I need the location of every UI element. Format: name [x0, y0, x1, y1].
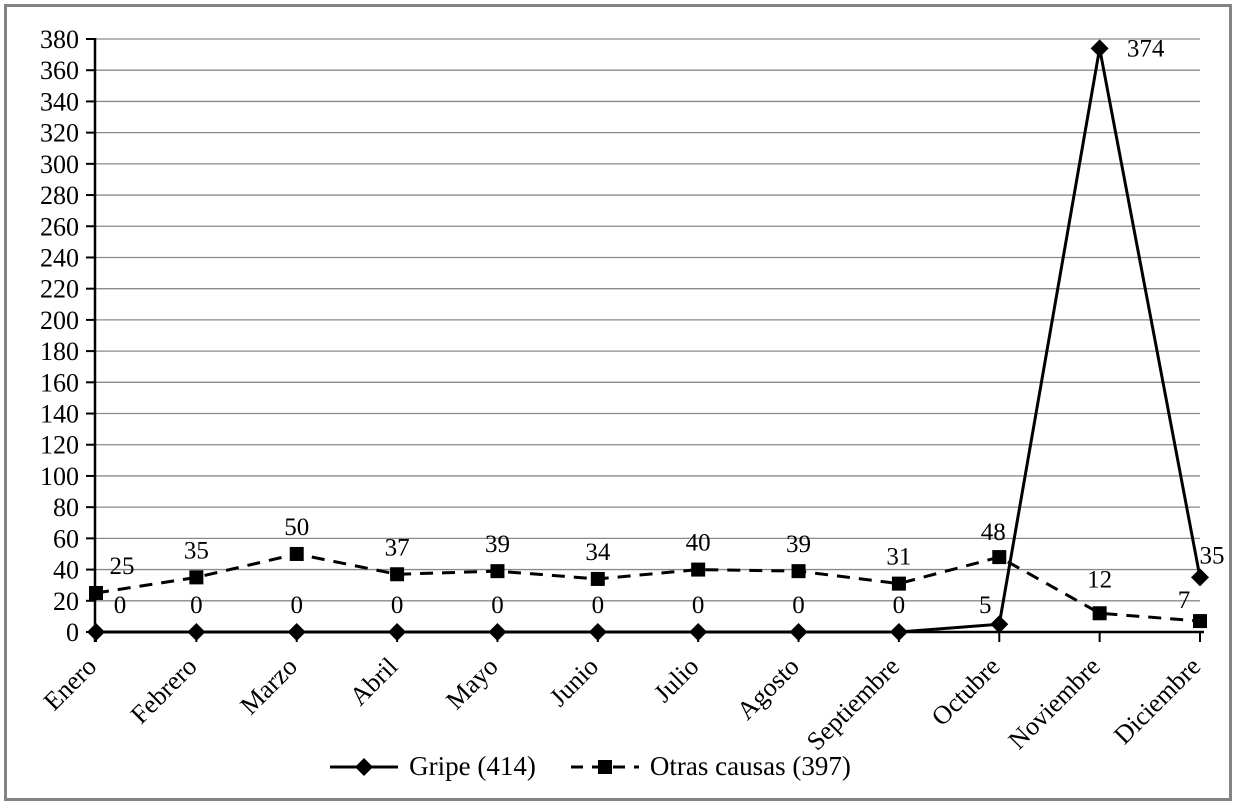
- square-marker: [992, 550, 1007, 565]
- y-tick-label: 40: [53, 556, 79, 585]
- x-tick-label: Noviembre: [1003, 652, 1106, 755]
- data-label: 0: [792, 592, 805, 619]
- diamond-marker: [87, 623, 105, 641]
- data-label: 31: [886, 544, 911, 571]
- diamond-marker: [889, 623, 908, 641]
- x-tick-label: Agosto: [731, 652, 805, 726]
- y-tick-label: 180: [40, 337, 79, 366]
- y-tick-label: 140: [40, 400, 79, 429]
- data-label: 50: [284, 514, 309, 541]
- diamond-marker: [588, 623, 607, 641]
- data-label: 0: [190, 592, 203, 619]
- data-label: 5: [979, 592, 992, 619]
- chart-frame: 0 20 40 60 80 100 120 140 160 180 200 220 240 260 280 3…: [4, 4, 1232, 801]
- data-label: 7: [1178, 587, 1191, 614]
- series-line-dashed: [95, 552, 1201, 623]
- y-tick-label: 220: [40, 275, 79, 304]
- data-label: 0: [893, 592, 906, 619]
- chart-legend: Gripe (414) Otras causas (397): [0, 751, 1201, 782]
- square-marker: [791, 564, 806, 579]
- y-tick-label: 260: [40, 212, 79, 241]
- legend-sample-solid-diamond-icon: [330, 757, 399, 776]
- data-label: 0: [491, 592, 504, 619]
- legend-label-otras-causas: Otras causas (397): [649, 751, 851, 781]
- data-label: 35: [1200, 542, 1225, 569]
- y-tick-label: 280: [40, 181, 79, 210]
- y-tick-label: 240: [40, 243, 79, 272]
- diamond-marker: [789, 623, 808, 641]
- square-marker: [891, 576, 906, 591]
- y-tick-label: 100: [40, 462, 79, 491]
- data-label: 0: [391, 592, 404, 619]
- y-tick-label: 0: [66, 618, 79, 647]
- square-marker: [390, 567, 405, 582]
- data-label: 25: [110, 553, 135, 580]
- square-marker: [691, 562, 706, 577]
- data-label: 0: [114, 592, 127, 619]
- x-tick-label: Julio: [648, 652, 704, 708]
- diamond-marker: [1191, 568, 1209, 587]
- legend-item-gripe: Gripe (414): [329, 751, 536, 782]
- y-tick-label: 200: [40, 306, 79, 335]
- x-tick-label: Abril: [344, 652, 403, 711]
- y-tick-label: 340: [40, 87, 79, 116]
- x-tick-label: Enero: [38, 652, 102, 716]
- diamond-marker: [990, 615, 1009, 634]
- data-label: 12: [1087, 566, 1112, 593]
- y-tick-label: 20: [53, 587, 79, 616]
- diamond-marker: [689, 623, 708, 641]
- x-tick-label: Octubre: [926, 652, 1006, 732]
- y-tick-label: 380: [40, 25, 79, 54]
- diamond-marker: [1090, 39, 1109, 58]
- y-tick-label: 80: [53, 493, 79, 522]
- x-tick-label: Febrero: [125, 652, 203, 730]
- data-label: 374: [1127, 35, 1165, 62]
- diamond-marker: [187, 623, 206, 641]
- data-label: 37: [385, 534, 410, 561]
- x-tick-label: Marzo: [234, 652, 302, 720]
- series-line-solid: [96, 48, 1202, 634]
- y-tick-label: 300: [40, 150, 79, 179]
- diamond-marker: [287, 623, 306, 641]
- y-tick-label: 360: [40, 56, 79, 85]
- y-tick-label: 320: [40, 119, 79, 148]
- y-tick-label: 120: [40, 431, 79, 460]
- square-marker: [1193, 614, 1207, 629]
- square-marker: [590, 571, 605, 586]
- legend-label-gripe: Gripe (414): [409, 751, 536, 781]
- data-label: 34: [585, 539, 611, 566]
- diamond-marker: [488, 623, 507, 641]
- data-label: 48: [981, 519, 1006, 546]
- legend-sample-dashed-square-icon: [570, 759, 639, 774]
- diamond-marker: [388, 623, 407, 641]
- square-marker: [89, 585, 103, 600]
- data-label: 0: [290, 592, 303, 619]
- x-tick-label: Junio: [544, 652, 604, 712]
- legend-item-otras-causas: Otras causas (397): [570, 751, 851, 782]
- data-label: 39: [786, 531, 811, 558]
- x-tick-label: Mayo: [440, 652, 503, 715]
- x-tick-label: Diciembre: [1108, 652, 1206, 750]
- data-label: 40: [686, 530, 711, 557]
- square-marker: [490, 564, 505, 579]
- data-label: 0: [592, 592, 605, 619]
- square-marker: [189, 570, 204, 585]
- x-tick-label: Septiembre: [801, 652, 905, 756]
- data-label: 0: [692, 592, 705, 619]
- y-tick-label: 60: [53, 524, 79, 553]
- chart-plot-area: 0204060801001201401601802002202402602803…: [38, 25, 1225, 756]
- data-label: 39: [485, 531, 510, 558]
- square-marker: [289, 546, 304, 561]
- y-tick-label: 160: [40, 368, 79, 397]
- square-marker: [1092, 606, 1107, 621]
- data-label: 35: [184, 537, 209, 564]
